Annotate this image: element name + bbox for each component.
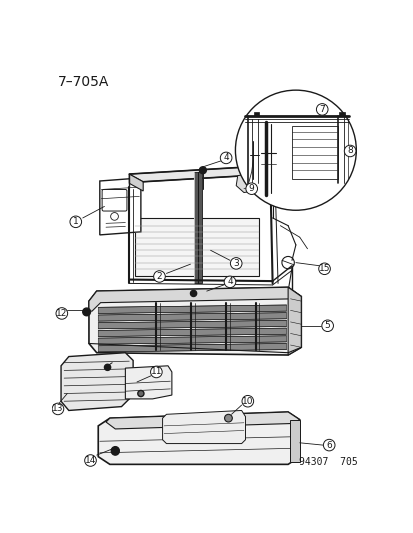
Polygon shape [236, 172, 268, 192]
Circle shape [321, 320, 332, 332]
Polygon shape [61, 353, 133, 410]
Polygon shape [106, 412, 299, 429]
Circle shape [150, 366, 162, 378]
Text: 7–705A: 7–705A [58, 75, 109, 88]
Text: 5: 5 [324, 321, 330, 330]
Text: 4: 4 [227, 277, 232, 286]
Circle shape [190, 290, 196, 296]
Text: 3: 3 [233, 259, 238, 268]
Text: 2: 2 [156, 272, 162, 281]
Circle shape [316, 103, 327, 115]
Circle shape [52, 403, 64, 415]
Polygon shape [98, 412, 299, 464]
Circle shape [85, 455, 96, 466]
Text: 12: 12 [56, 309, 67, 318]
Bar [290, 419, 299, 462]
Polygon shape [98, 320, 286, 329]
Polygon shape [98, 343, 286, 352]
Circle shape [199, 167, 206, 174]
Polygon shape [98, 336, 286, 344]
Bar [339, 112, 344, 116]
Text: 10: 10 [242, 397, 253, 406]
Text: 94307  705: 94307 705 [299, 457, 357, 467]
Polygon shape [98, 305, 286, 313]
Circle shape [318, 263, 330, 274]
Circle shape [230, 257, 242, 269]
Text: 9: 9 [248, 184, 254, 193]
Polygon shape [129, 166, 272, 182]
Circle shape [224, 414, 232, 422]
Polygon shape [98, 328, 286, 336]
Polygon shape [193, 172, 202, 284]
Circle shape [83, 308, 90, 316]
Polygon shape [100, 178, 140, 235]
Circle shape [70, 216, 81, 228]
Polygon shape [125, 366, 171, 399]
Bar [254, 112, 259, 116]
Polygon shape [89, 287, 301, 311]
Text: 1: 1 [73, 217, 78, 227]
Bar [135, 218, 259, 276]
Polygon shape [287, 287, 301, 355]
Circle shape [224, 276, 235, 288]
Text: 6: 6 [325, 441, 331, 450]
Bar [291, 126, 338, 180]
Polygon shape [98, 313, 286, 321]
Circle shape [153, 271, 165, 282]
Text: 15: 15 [318, 264, 330, 273]
Text: 4: 4 [223, 154, 228, 163]
Text: 14: 14 [85, 456, 96, 465]
Text: 11: 11 [150, 367, 162, 376]
Circle shape [111, 447, 119, 455]
Circle shape [111, 447, 119, 454]
Circle shape [104, 364, 110, 370]
Text: 8: 8 [347, 147, 352, 156]
Circle shape [56, 308, 67, 319]
Polygon shape [129, 174, 143, 191]
Text: 13: 13 [52, 405, 64, 414]
Circle shape [242, 395, 253, 407]
Polygon shape [162, 410, 245, 443]
Circle shape [235, 90, 356, 210]
Circle shape [220, 152, 231, 164]
Circle shape [138, 391, 144, 397]
Circle shape [245, 183, 257, 195]
Text: 7: 7 [318, 105, 324, 114]
Polygon shape [89, 287, 301, 355]
Circle shape [323, 439, 334, 451]
Circle shape [344, 145, 355, 157]
